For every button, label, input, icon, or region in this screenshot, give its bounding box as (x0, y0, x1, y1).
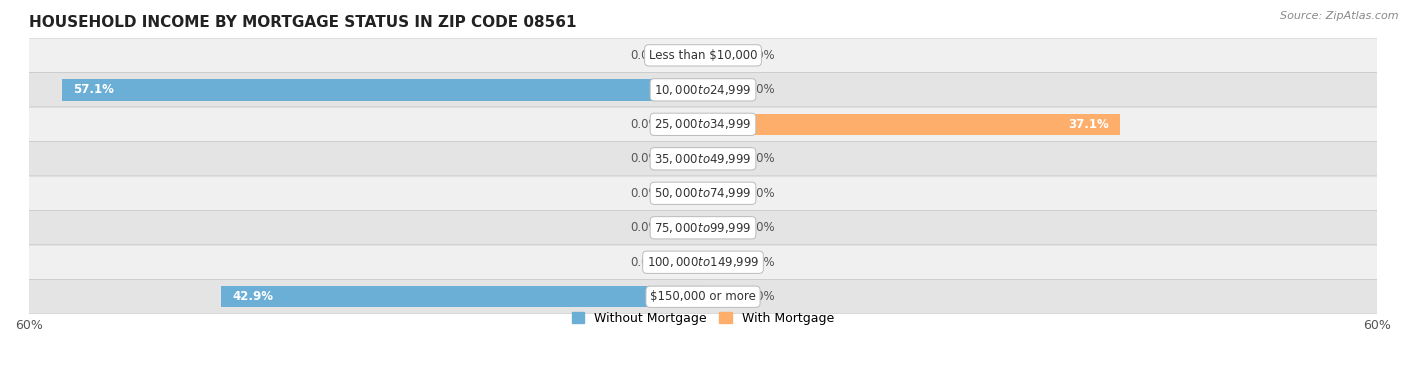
FancyBboxPatch shape (28, 141, 1378, 176)
Bar (669, 44, 703, 66)
Bar (703, 44, 737, 66)
Bar (703, 113, 1119, 135)
FancyBboxPatch shape (28, 245, 1378, 279)
Text: $25,000 to $34,999: $25,000 to $34,999 (654, 117, 752, 131)
Text: 0.0%: 0.0% (631, 152, 661, 165)
Bar (703, 286, 737, 307)
Bar (669, 113, 703, 135)
Text: 0.0%: 0.0% (631, 49, 661, 62)
Bar (669, 148, 703, 170)
Text: 0.0%: 0.0% (631, 256, 661, 269)
Text: 0.0%: 0.0% (745, 256, 775, 269)
Text: 0.0%: 0.0% (745, 290, 775, 303)
Text: 0.0%: 0.0% (745, 49, 775, 62)
FancyBboxPatch shape (28, 38, 1378, 73)
Bar (703, 217, 737, 239)
Text: 0.0%: 0.0% (631, 221, 661, 234)
Legend: Without Mortgage, With Mortgage: Without Mortgage, With Mortgage (567, 307, 839, 330)
Bar (703, 182, 737, 204)
Bar (669, 217, 703, 239)
Text: 42.9%: 42.9% (232, 290, 273, 303)
Bar (221, 286, 703, 307)
Text: Less than $10,000: Less than $10,000 (648, 49, 758, 62)
FancyBboxPatch shape (28, 107, 1378, 141)
FancyBboxPatch shape (28, 279, 1378, 314)
Text: 0.0%: 0.0% (631, 187, 661, 200)
Text: 37.1%: 37.1% (1067, 118, 1108, 131)
FancyBboxPatch shape (28, 73, 1378, 107)
FancyBboxPatch shape (28, 210, 1378, 245)
Bar (669, 182, 703, 204)
Bar (703, 79, 737, 101)
Text: 0.0%: 0.0% (745, 152, 775, 165)
Text: $75,000 to $99,999: $75,000 to $99,999 (654, 221, 752, 235)
Bar (703, 251, 737, 273)
Text: $35,000 to $49,999: $35,000 to $49,999 (654, 152, 752, 166)
Text: HOUSEHOLD INCOME BY MORTGAGE STATUS IN ZIP CODE 08561: HOUSEHOLD INCOME BY MORTGAGE STATUS IN Z… (30, 15, 576, 30)
FancyBboxPatch shape (28, 176, 1378, 210)
Bar (669, 251, 703, 273)
Text: Source: ZipAtlas.com: Source: ZipAtlas.com (1281, 11, 1399, 21)
Bar (62, 79, 703, 101)
Text: $50,000 to $74,999: $50,000 to $74,999 (654, 186, 752, 200)
Text: 0.0%: 0.0% (745, 83, 775, 97)
Text: $10,000 to $24,999: $10,000 to $24,999 (654, 83, 752, 97)
Text: 57.1%: 57.1% (73, 83, 114, 97)
Bar (703, 148, 737, 170)
Text: $150,000 or more: $150,000 or more (650, 290, 756, 303)
Text: $100,000 to $149,999: $100,000 to $149,999 (647, 255, 759, 269)
Text: 0.0%: 0.0% (631, 118, 661, 131)
Text: 0.0%: 0.0% (745, 187, 775, 200)
Text: 0.0%: 0.0% (745, 221, 775, 234)
